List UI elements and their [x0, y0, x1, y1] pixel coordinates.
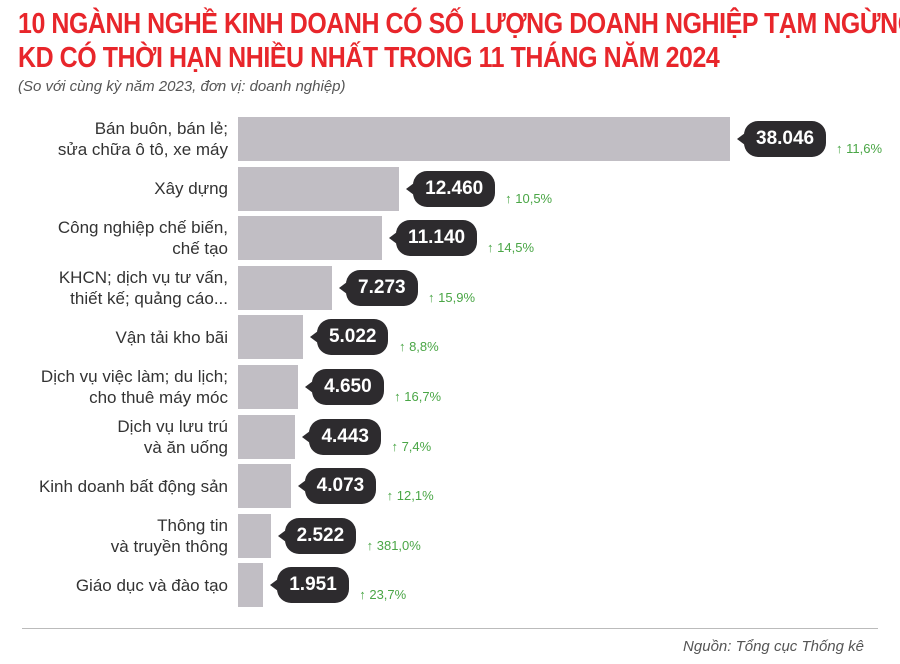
arrow-up-icon: ↑: [391, 438, 402, 454]
arrow-up-icon: ↑: [836, 141, 847, 156]
value-label: 2.522: [277, 517, 357, 554]
arrow-up-icon: ↑: [366, 537, 377, 553]
value-label: 4.073: [297, 468, 377, 505]
arrow-up-icon: ↑: [487, 240, 498, 256]
change-label: ↑ 381,0%: [367, 538, 421, 553]
bar: [238, 365, 299, 409]
value-label: 38.046: [736, 121, 827, 157]
chart-title-line1: 10 NGÀNH NGHỀ KINH DOANH CÓ SỐ LƯỢNG DOA…: [18, 8, 900, 40]
bar: [238, 216, 383, 261]
value-label: 1.951: [270, 567, 349, 604]
change-value: 381,0%: [376, 537, 421, 553]
bar: [238, 315, 303, 360]
category-label: Xây dựng: [154, 179, 228, 199]
value-label: 5.022: [309, 319, 389, 356]
change-value: 16,7%: [404, 389, 442, 404]
value-label: 12.460: [406, 170, 496, 207]
change-value: 12,1%: [396, 488, 434, 504]
chart-title-line2: KD CÓ THỜI HẠN NHIỀU NHẤT TRONG 11 THÁNG…: [18, 42, 720, 74]
arrow-up-icon: ↑: [386, 488, 397, 504]
bar: [238, 117, 730, 161]
source-note: Nguồn: Tổng cục Thống kê: [683, 638, 864, 655]
category-label: Dịch vụ việc làm; du lịch; cho thuê máy m…: [40, 367, 228, 407]
category-label: Dịch vụ lưu trú và ăn uống: [117, 416, 228, 457]
change-value: 23,7%: [369, 587, 407, 603]
change-value: 7,4%: [401, 438, 432, 454]
change-value: 8,8%: [409, 339, 439, 355]
value-label: 11.140: [389, 220, 478, 257]
change-label: ↑ 11,6%: [836, 141, 882, 156]
category-label: Bán buôn, bán lẻ; sửa chữa ô tô, xe máy: [57, 119, 228, 159]
category-label: Công nghiệp chế biến, chế tạo: [57, 218, 228, 259]
change-label: ↑ 7,4%: [391, 439, 431, 454]
change-label: ↑ 14,5%: [487, 240, 534, 255]
arrow-up-icon: ↑: [359, 587, 370, 603]
change-value: 15,9%: [438, 289, 476, 305]
change-label: ↑ 8,8%: [399, 339, 439, 354]
value-label: 7.273: [339, 269, 418, 306]
arrow-up-icon: ↑: [398, 339, 410, 355]
arrow-up-icon: ↑: [428, 289, 439, 305]
change-value: 14,5%: [497, 240, 535, 256]
arrow-up-icon: ↑: [394, 389, 405, 404]
category-label: Giáo dục và đào tạo: [75, 575, 228, 595]
change-label: ↑ 12,1%: [387, 488, 434, 503]
bar: [238, 513, 271, 558]
category-label: Thông tin và truyền thông: [110, 515, 228, 556]
divider: [22, 628, 878, 629]
change-label: ↑ 16,7%: [394, 389, 441, 404]
change-label: ↑ 23,7%: [359, 587, 406, 602]
category-label: Kinh doanh bất động sản: [38, 476, 228, 496]
category-label: Vận tải kho bãi: [115, 327, 228, 347]
category-label: KHCN; dịch vụ tư vấn, thiết kế; quảng cáo…: [58, 267, 228, 308]
bar: [238, 265, 333, 310]
change-value: 11,6%: [846, 141, 883, 156]
chart-subtitle: (So với cùng kỳ năm 2023, đơn vị: doanh …: [18, 78, 346, 95]
bar: [238, 563, 264, 608]
change-label: ↑ 15,9%: [428, 290, 475, 305]
change-value: 10,5%: [515, 190, 553, 206]
value-label: 4.443: [302, 418, 381, 455]
bar: [238, 414, 296, 459]
value-label: 4.650: [305, 369, 384, 405]
bar: [238, 464, 291, 509]
change-label: ↑ 10,5%: [505, 191, 552, 206]
arrow-up-icon: ↑: [505, 190, 516, 206]
bar: [238, 166, 400, 211]
